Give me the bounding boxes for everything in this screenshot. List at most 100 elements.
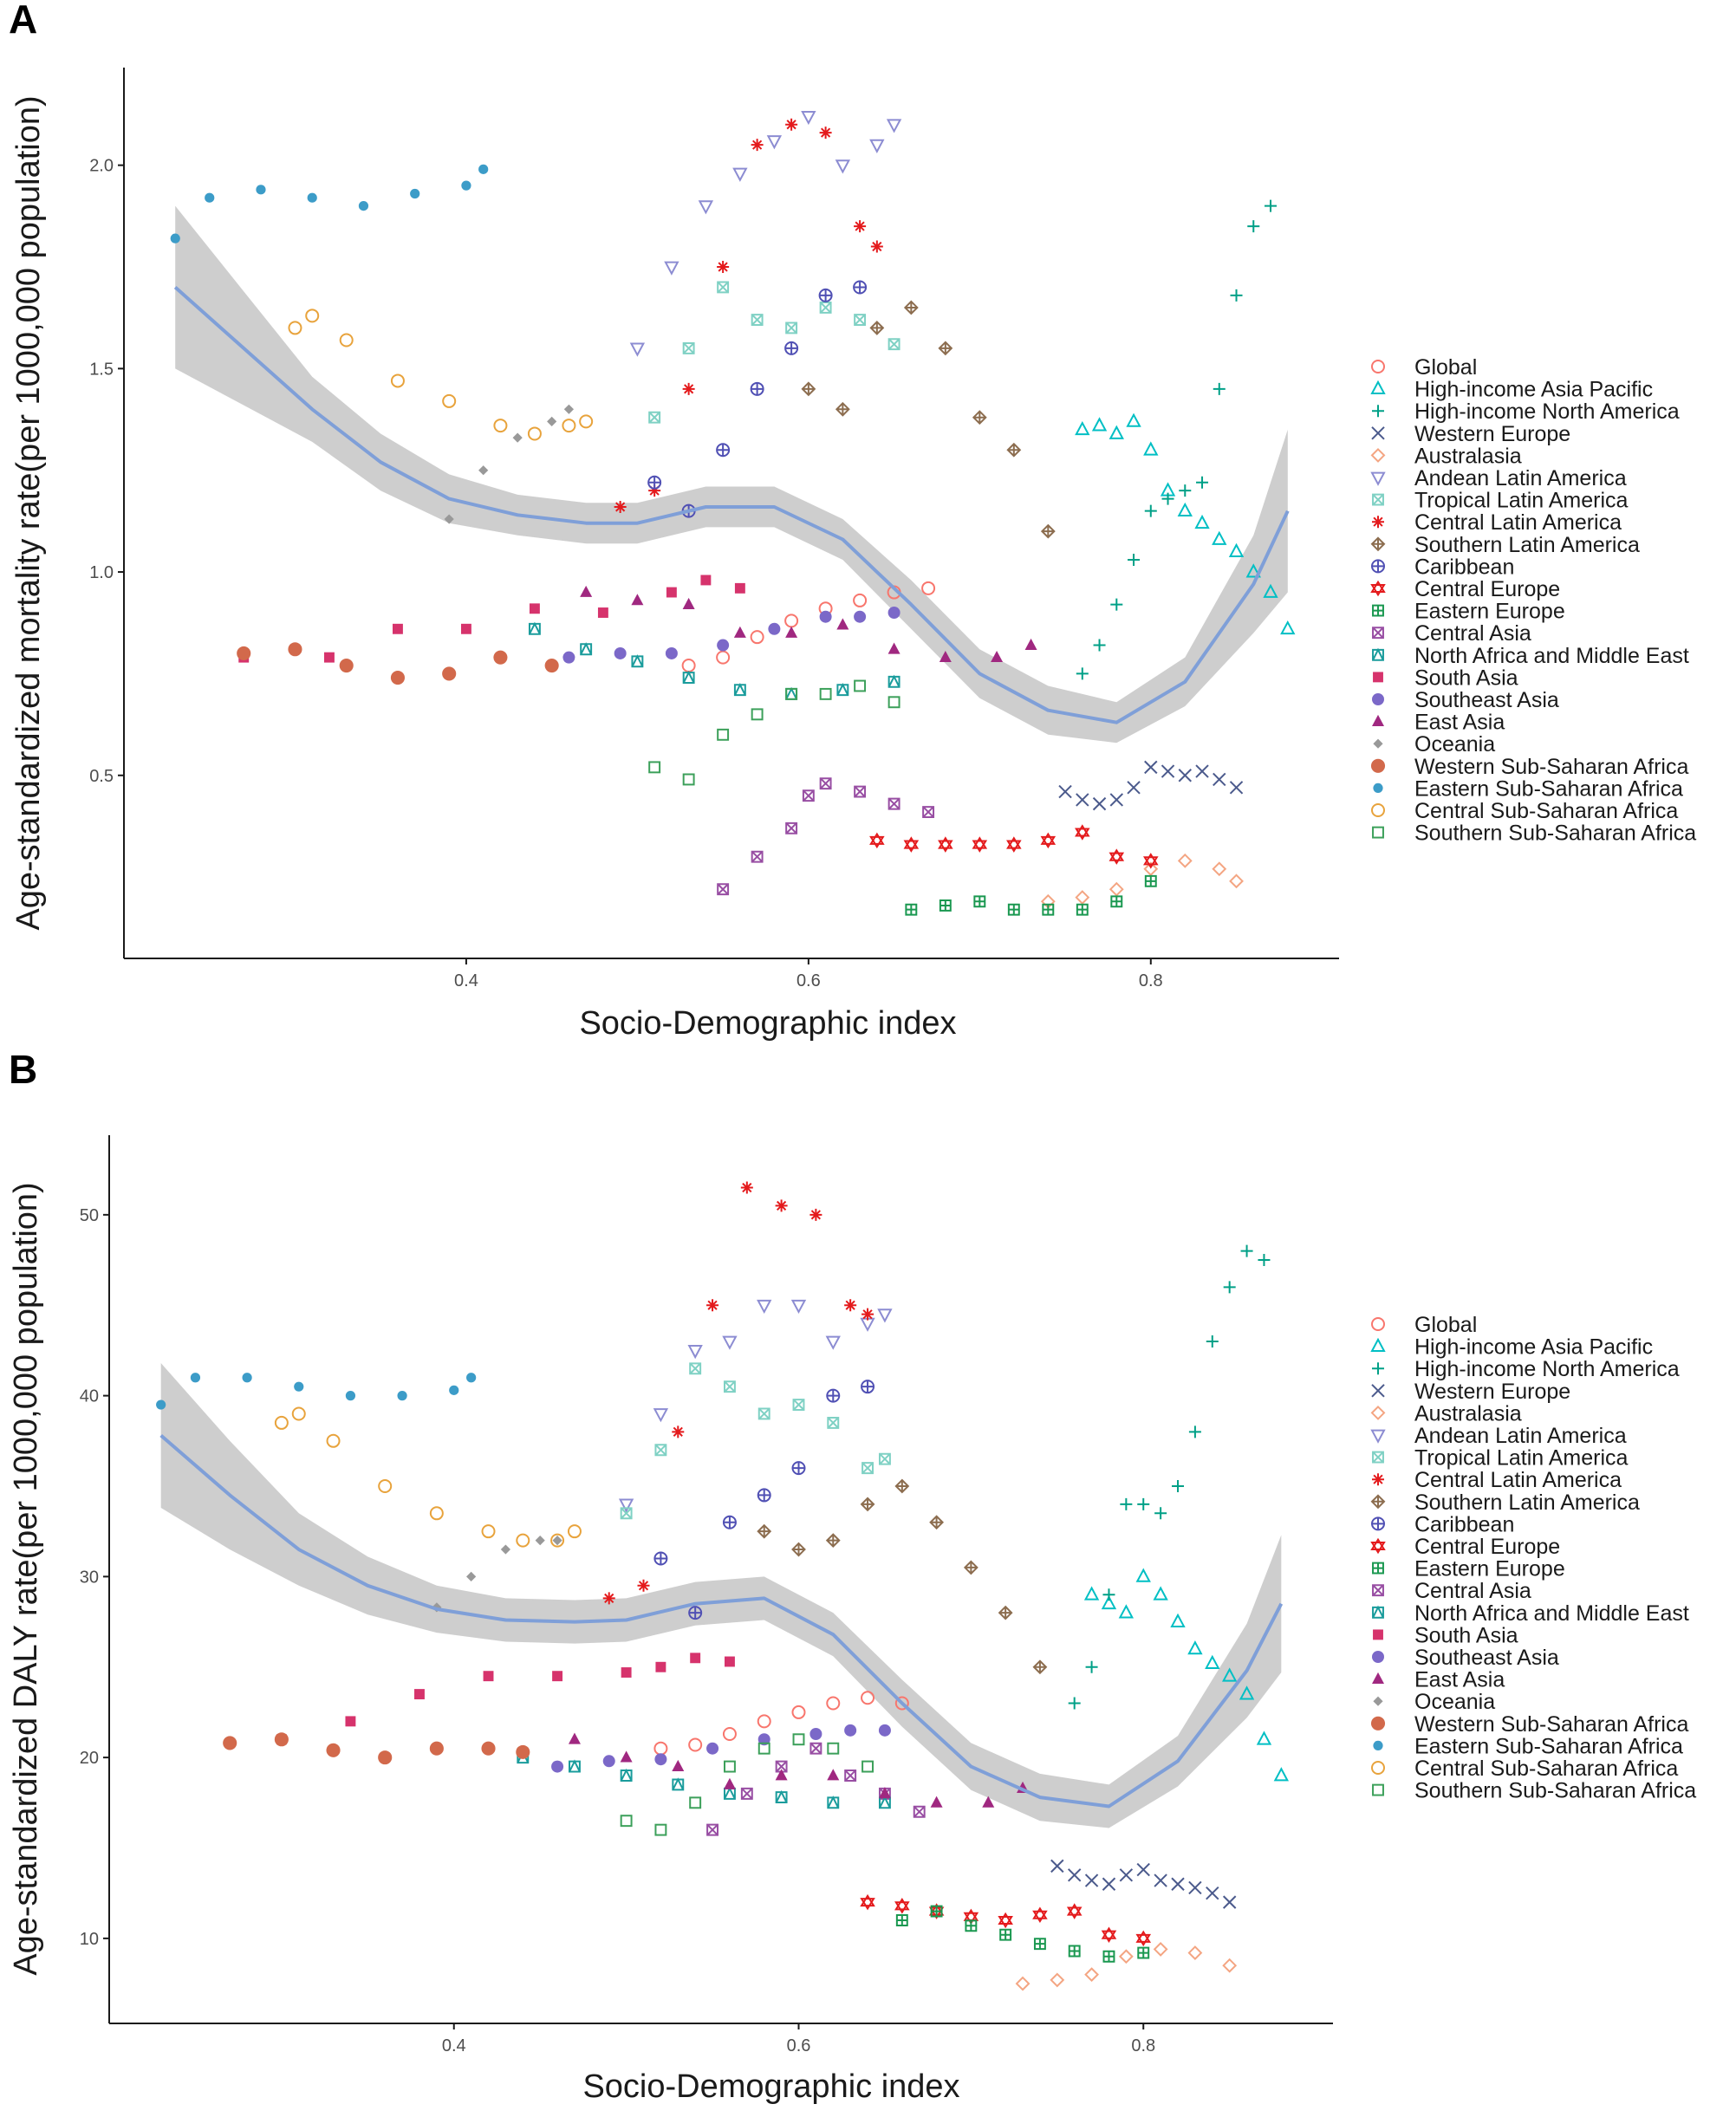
data-point bbox=[1258, 1254, 1271, 1267]
legend-label: Western Sub-Saharan Africa bbox=[1414, 755, 1688, 779]
data-point bbox=[854, 610, 867, 623]
legend-label: Western Europe bbox=[1414, 1380, 1570, 1404]
data-point bbox=[716, 650, 731, 665]
data-point bbox=[1127, 781, 1141, 795]
data-point bbox=[552, 1536, 562, 1546]
data-point bbox=[1006, 836, 1022, 853]
legend-item-high-income-north-america: High-income North America bbox=[1372, 399, 1680, 424]
data-point bbox=[568, 1732, 581, 1744]
data-point bbox=[654, 1753, 667, 1766]
data-point bbox=[1102, 1588, 1115, 1601]
series-south-asia bbox=[276, 1653, 735, 1745]
data-point bbox=[1040, 523, 1056, 539]
data-point bbox=[854, 785, 867, 798]
series-caribbean bbox=[653, 1380, 875, 1620]
data-point bbox=[860, 1893, 875, 1911]
data-point bbox=[929, 1515, 945, 1530]
legend-label: Southern Latin America bbox=[1414, 533, 1640, 557]
data-point bbox=[792, 1733, 805, 1746]
data-point bbox=[682, 382, 695, 395]
data-point bbox=[723, 1760, 736, 1773]
series-east-asia bbox=[568, 1732, 1030, 1808]
data-point bbox=[878, 1724, 891, 1737]
legend-item-caribbean: Caribbean bbox=[1371, 1512, 1514, 1536]
legend-item-eastern-europe: Eastern Europe bbox=[1372, 1557, 1565, 1581]
data-point bbox=[478, 465, 489, 476]
data-point bbox=[785, 686, 798, 700]
legend-item-south-asia: South Asia bbox=[1373, 666, 1518, 690]
data-point bbox=[597, 607, 608, 618]
data-point bbox=[567, 1524, 582, 1539]
data-point bbox=[854, 314, 867, 326]
legend-item-south-asia: South Asia bbox=[1373, 1623, 1518, 1647]
series-caribbean bbox=[647, 280, 868, 518]
legend-key bbox=[1372, 1584, 1384, 1597]
y-tick-label: 1.0 bbox=[89, 563, 114, 582]
data-point bbox=[827, 1796, 840, 1809]
legend-label: Caribbean bbox=[1414, 1512, 1514, 1536]
legend-item-central-sub-saharan-africa: Central Sub-Saharan Africa bbox=[1371, 799, 1678, 823]
data-point bbox=[397, 1391, 407, 1401]
data-point bbox=[1075, 824, 1090, 841]
data-point bbox=[1222, 1958, 1238, 1973]
smooth-confidence-band bbox=[160, 1363, 1282, 1828]
data-point bbox=[801, 381, 816, 397]
data-point bbox=[1135, 1930, 1152, 1947]
series-southeast-asia bbox=[562, 607, 901, 664]
data-point bbox=[888, 797, 901, 810]
series-high-income-north-america bbox=[1068, 1244, 1271, 1710]
data-point bbox=[853, 593, 868, 607]
data-point bbox=[1091, 417, 1108, 432]
data-point bbox=[750, 630, 764, 645]
data-point bbox=[544, 658, 559, 673]
data-point bbox=[562, 651, 575, 664]
data-point bbox=[860, 1317, 875, 1332]
data-point bbox=[698, 200, 714, 215]
legend-key bbox=[1372, 647, 1384, 661]
data-point bbox=[647, 475, 662, 490]
series-central-latin-america bbox=[614, 118, 883, 513]
data-point bbox=[835, 401, 850, 417]
data-point bbox=[716, 443, 731, 458]
scatter-points bbox=[170, 110, 1296, 916]
legend-label: Tropical Latin America bbox=[1414, 1446, 1628, 1471]
data-point bbox=[690, 1653, 701, 1664]
legend-item-central-asia: Central Asia bbox=[1372, 1579, 1531, 1603]
legend-item-southeast-asia: Southeast Asia bbox=[1372, 688, 1559, 712]
data-point bbox=[757, 1714, 771, 1729]
data-point bbox=[717, 281, 730, 294]
data-point bbox=[930, 1796, 943, 1808]
legend-item-global: Global bbox=[1371, 1313, 1477, 1337]
legend-key bbox=[1371, 803, 1385, 817]
data-point bbox=[722, 1335, 738, 1350]
series-tropical-latin-america bbox=[648, 281, 901, 424]
legend-key bbox=[1372, 1562, 1384, 1575]
legend-item-western-sub-saharan-africa: Western Sub-Saharan Africa bbox=[1370, 1712, 1688, 1737]
data-point bbox=[722, 1515, 737, 1529]
legend-item-north-africa-and-middle-east: North Africa and Middle East bbox=[1372, 644, 1689, 668]
data-point bbox=[717, 728, 730, 741]
data-point bbox=[775, 1199, 788, 1212]
panel-letter-a: A bbox=[9, 0, 37, 42]
data-point bbox=[339, 333, 354, 347]
data-point bbox=[766, 135, 783, 150]
series-oceania bbox=[444, 404, 575, 524]
legend-item-global: Global bbox=[1371, 355, 1477, 380]
data-point bbox=[326, 1743, 341, 1757]
data-point bbox=[653, 1551, 668, 1566]
scatter-points bbox=[156, 1181, 1290, 1991]
data-point bbox=[706, 1742, 719, 1755]
series-southern-latin-america bbox=[757, 1478, 1048, 1675]
data-point bbox=[1195, 764, 1209, 778]
data-point bbox=[785, 626, 798, 638]
data-point bbox=[775, 1789, 788, 1803]
data-point bbox=[550, 1533, 565, 1548]
data-point bbox=[757, 1488, 771, 1503]
data-point bbox=[429, 1506, 444, 1521]
legend-key bbox=[1372, 1651, 1384, 1663]
data-point bbox=[878, 1452, 891, 1465]
data-point bbox=[1172, 1479, 1185, 1492]
data-point bbox=[835, 159, 851, 174]
data-point bbox=[792, 1399, 805, 1411]
data-point bbox=[1212, 861, 1227, 877]
